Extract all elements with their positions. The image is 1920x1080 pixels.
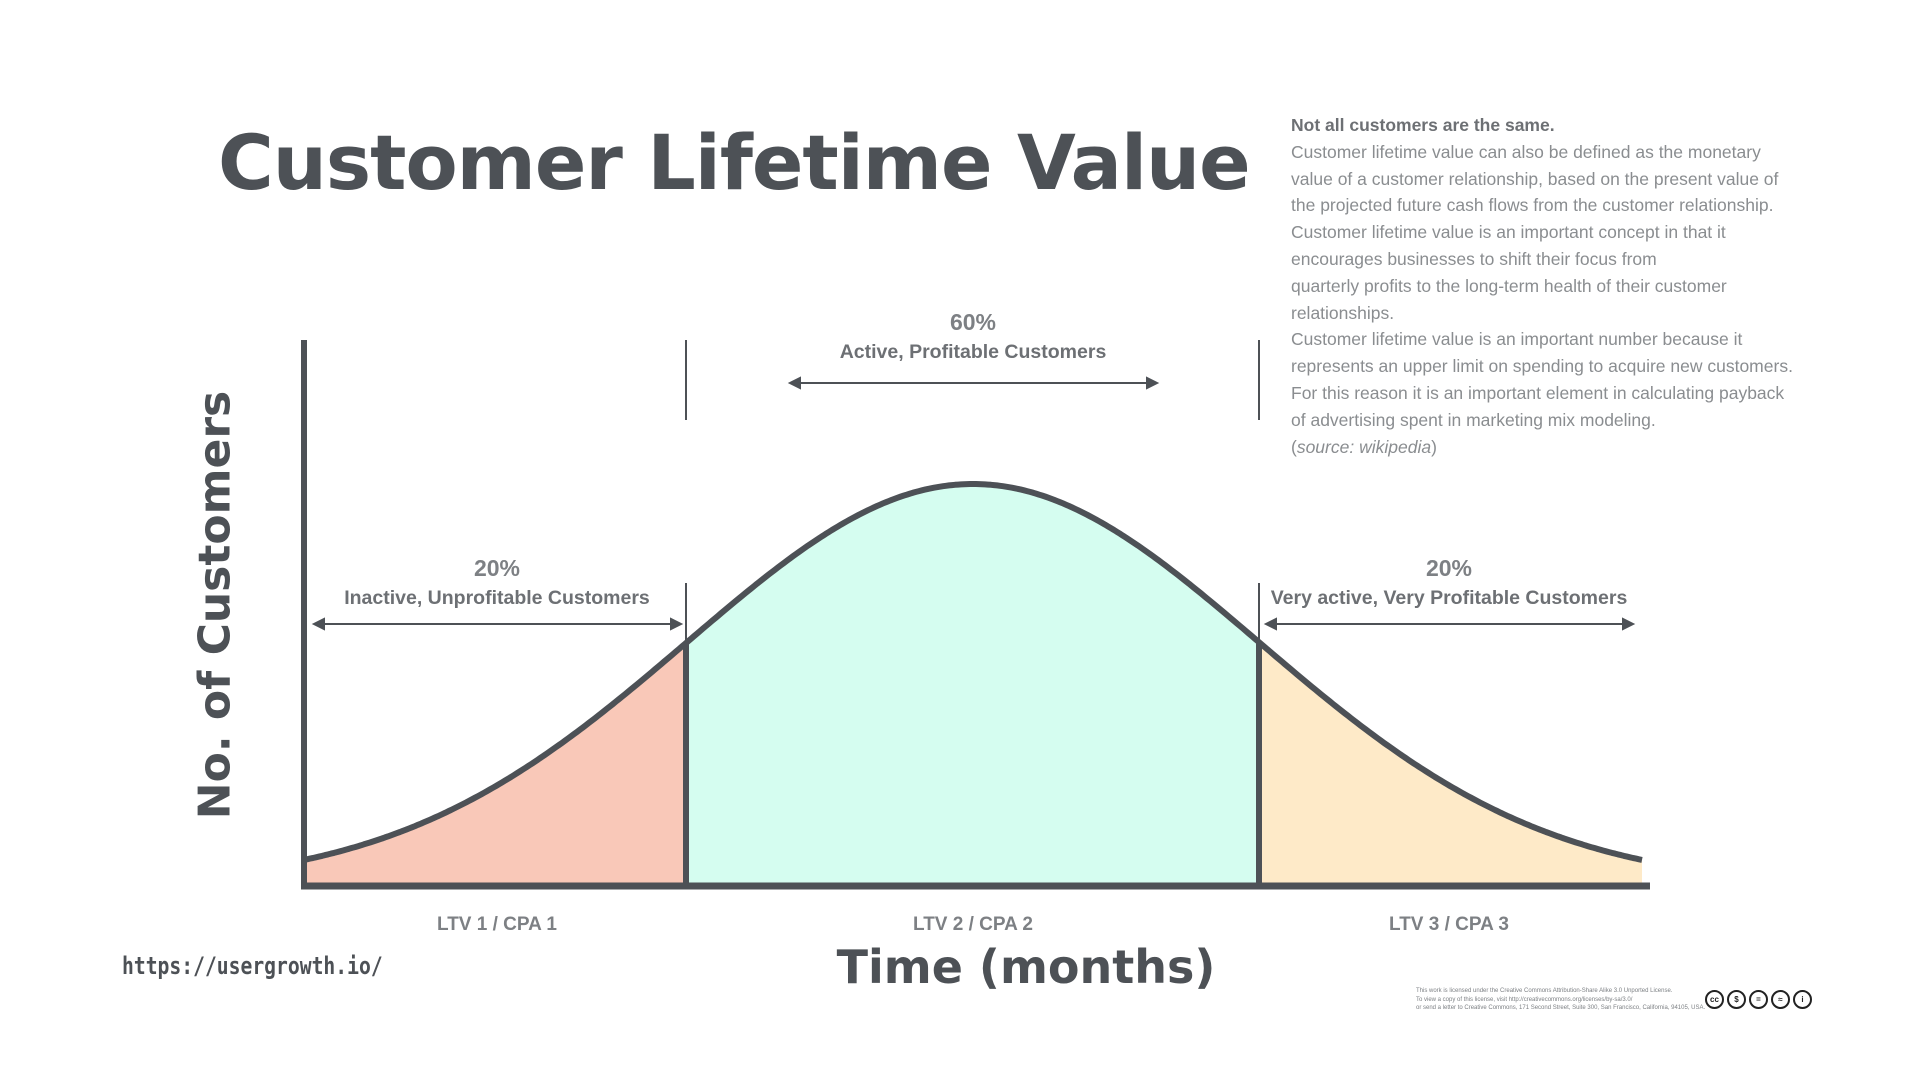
description-line: Customer lifetime value is an important … <box>1291 222 1726 243</box>
description-line: of advertising spent in marketing mix mo… <box>1291 409 1656 430</box>
description-source: (source: wikipedia) <box>1291 436 1437 457</box>
source-url-link[interactable]: https://usergrowth.io/ <box>122 952 383 980</box>
nd-icon: = <box>1749 990 1768 1009</box>
description-line: the projected future cash flows from the… <box>1291 195 1774 216</box>
ltv-label-3: LTV 3 / CPA 3 <box>1388 914 1510 935</box>
range-arrow-very-active <box>1263 617 1636 631</box>
description-line: For this reason it is an important eleme… <box>1291 382 1785 403</box>
x-axis-label: Time (months) <box>836 940 1216 994</box>
description-line: Customer lifetime value is an important … <box>1291 329 1743 350</box>
segment-label-very-active: Very active, Very Profitable Customers <box>1270 587 1628 609</box>
license-text: This work is licensed under the Creative… <box>1416 988 1706 1011</box>
page-title: Customer Lifetime Value <box>218 118 1251 207</box>
description-lead: Not all customers are the same. <box>1291 115 1555 135</box>
segment-area-very-active <box>1259 642 1642 886</box>
description-line: quarterly profits to the long-term healt… <box>1291 275 1727 296</box>
description-block: Not all customers are the same. Customer… <box>1291 112 1821 460</box>
segment-percent-very-active: 20% <box>1425 555 1473 581</box>
description-line: represents an upper limit on spending to… <box>1291 356 1793 377</box>
ltv-label-2: LTV 2 / CPA 2 <box>912 914 1034 935</box>
y-axis-label: No. of Customers <box>189 390 241 820</box>
range-arrow-inactive <box>311 617 684 631</box>
sa-icon: ≈ <box>1771 990 1790 1009</box>
description-line: relationships. <box>1291 302 1395 323</box>
cc-icon: cc <box>1705 990 1724 1009</box>
description-line: Customer lifetime value can also be defi… <box>1291 141 1761 162</box>
description-line: encourages businesses to shift their foc… <box>1291 248 1657 269</box>
by-icon: i <box>1793 990 1812 1009</box>
description-line: value of a customer relationship, based … <box>1291 168 1779 189</box>
segment-percent-active: 60% <box>949 309 997 335</box>
distribution-curve <box>303 481 1643 863</box>
segment-percent-inactive: 20% <box>473 555 521 581</box>
nc-icon: $ <box>1727 990 1746 1009</box>
segment-label-active: Active, Profitable Customers <box>839 341 1107 363</box>
ltv-label-1: LTV 1 / CPA 1 <box>436 914 558 935</box>
cc-license-badges: cc $ = ≈ i <box>1705 990 1812 1009</box>
segment-area-active <box>686 484 1259 886</box>
range-arrow-active <box>787 376 1160 390</box>
segment-label-inactive: Inactive, Unprofitable Customers <box>344 587 650 609</box>
segment-area-inactive <box>304 643 686 886</box>
